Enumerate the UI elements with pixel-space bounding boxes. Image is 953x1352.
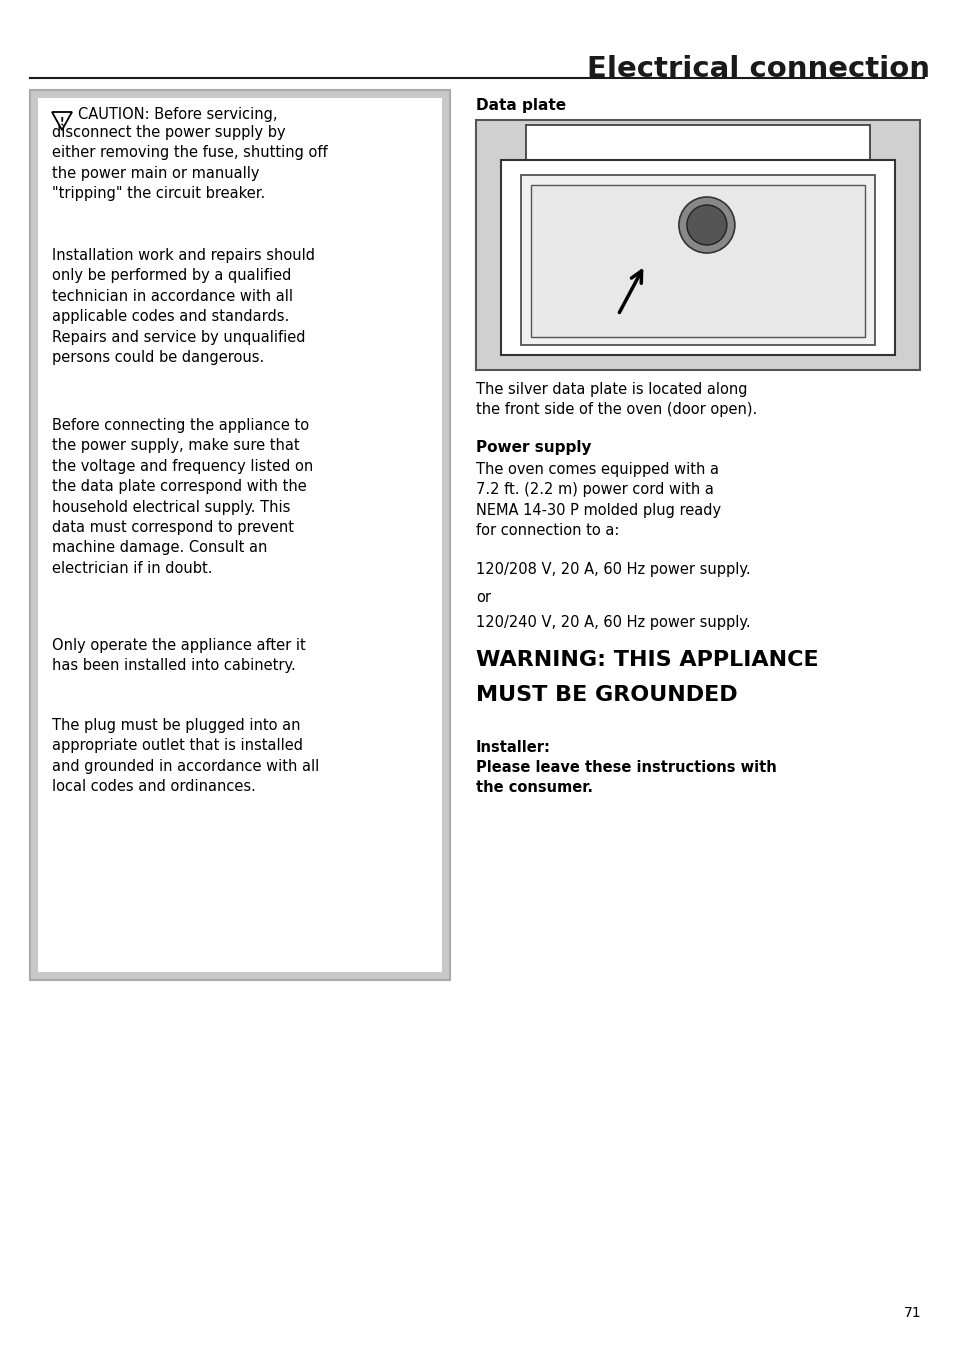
Polygon shape	[500, 160, 894, 356]
Text: CAUTION: Before servicing,: CAUTION: Before servicing,	[78, 107, 277, 122]
Polygon shape	[30, 91, 450, 980]
Text: Before connecting the appliance to
the power supply, make sure that
the voltage : Before connecting the appliance to the p…	[52, 418, 313, 576]
Text: MUST BE GROUNDED: MUST BE GROUNDED	[476, 685, 737, 704]
Text: Only operate the appliance after it
has been installed into cabinetry.: Only operate the appliance after it has …	[52, 638, 305, 673]
Polygon shape	[531, 185, 864, 337]
Text: Installer:: Installer:	[476, 740, 550, 754]
Text: The silver data plate is located along
the front side of the oven (door open).: The silver data plate is located along t…	[476, 383, 757, 418]
Text: 71: 71	[903, 1306, 921, 1320]
Text: The plug must be plugged into an
appropriate outlet that is installed
and ground: The plug must be plugged into an appropr…	[52, 718, 319, 794]
Text: 120/208 V, 20 A, 60 Hz power supply.: 120/208 V, 20 A, 60 Hz power supply.	[476, 562, 750, 577]
Polygon shape	[476, 120, 919, 370]
Text: The oven comes equipped with a
7.2 ft. (2.2 m) power cord with a
NEMA 14-30 P mo: The oven comes equipped with a 7.2 ft. (…	[476, 462, 720, 538]
Circle shape	[686, 206, 726, 245]
Text: WARNING: THIS APPLIANCE: WARNING: THIS APPLIANCE	[476, 650, 818, 671]
Polygon shape	[520, 174, 874, 345]
Polygon shape	[38, 97, 441, 972]
Text: Data plate: Data plate	[476, 97, 565, 114]
Text: or: or	[476, 589, 491, 604]
Circle shape	[679, 197, 734, 253]
Text: Please leave these instructions with
the consumer.: Please leave these instructions with the…	[476, 760, 776, 795]
Text: Installation work and repairs should
only be performed by a qualified
technician: Installation work and repairs should onl…	[52, 247, 314, 365]
Text: Electrical connection: Electrical connection	[586, 55, 929, 82]
Text: !: !	[60, 116, 64, 127]
Text: Power supply: Power supply	[476, 439, 591, 456]
Polygon shape	[525, 124, 869, 160]
Text: disconnect the power supply by
either removing the fuse, shutting off
the power : disconnect the power supply by either re…	[52, 124, 327, 201]
Text: 120/240 V, 20 A, 60 Hz power supply.: 120/240 V, 20 A, 60 Hz power supply.	[476, 615, 750, 630]
